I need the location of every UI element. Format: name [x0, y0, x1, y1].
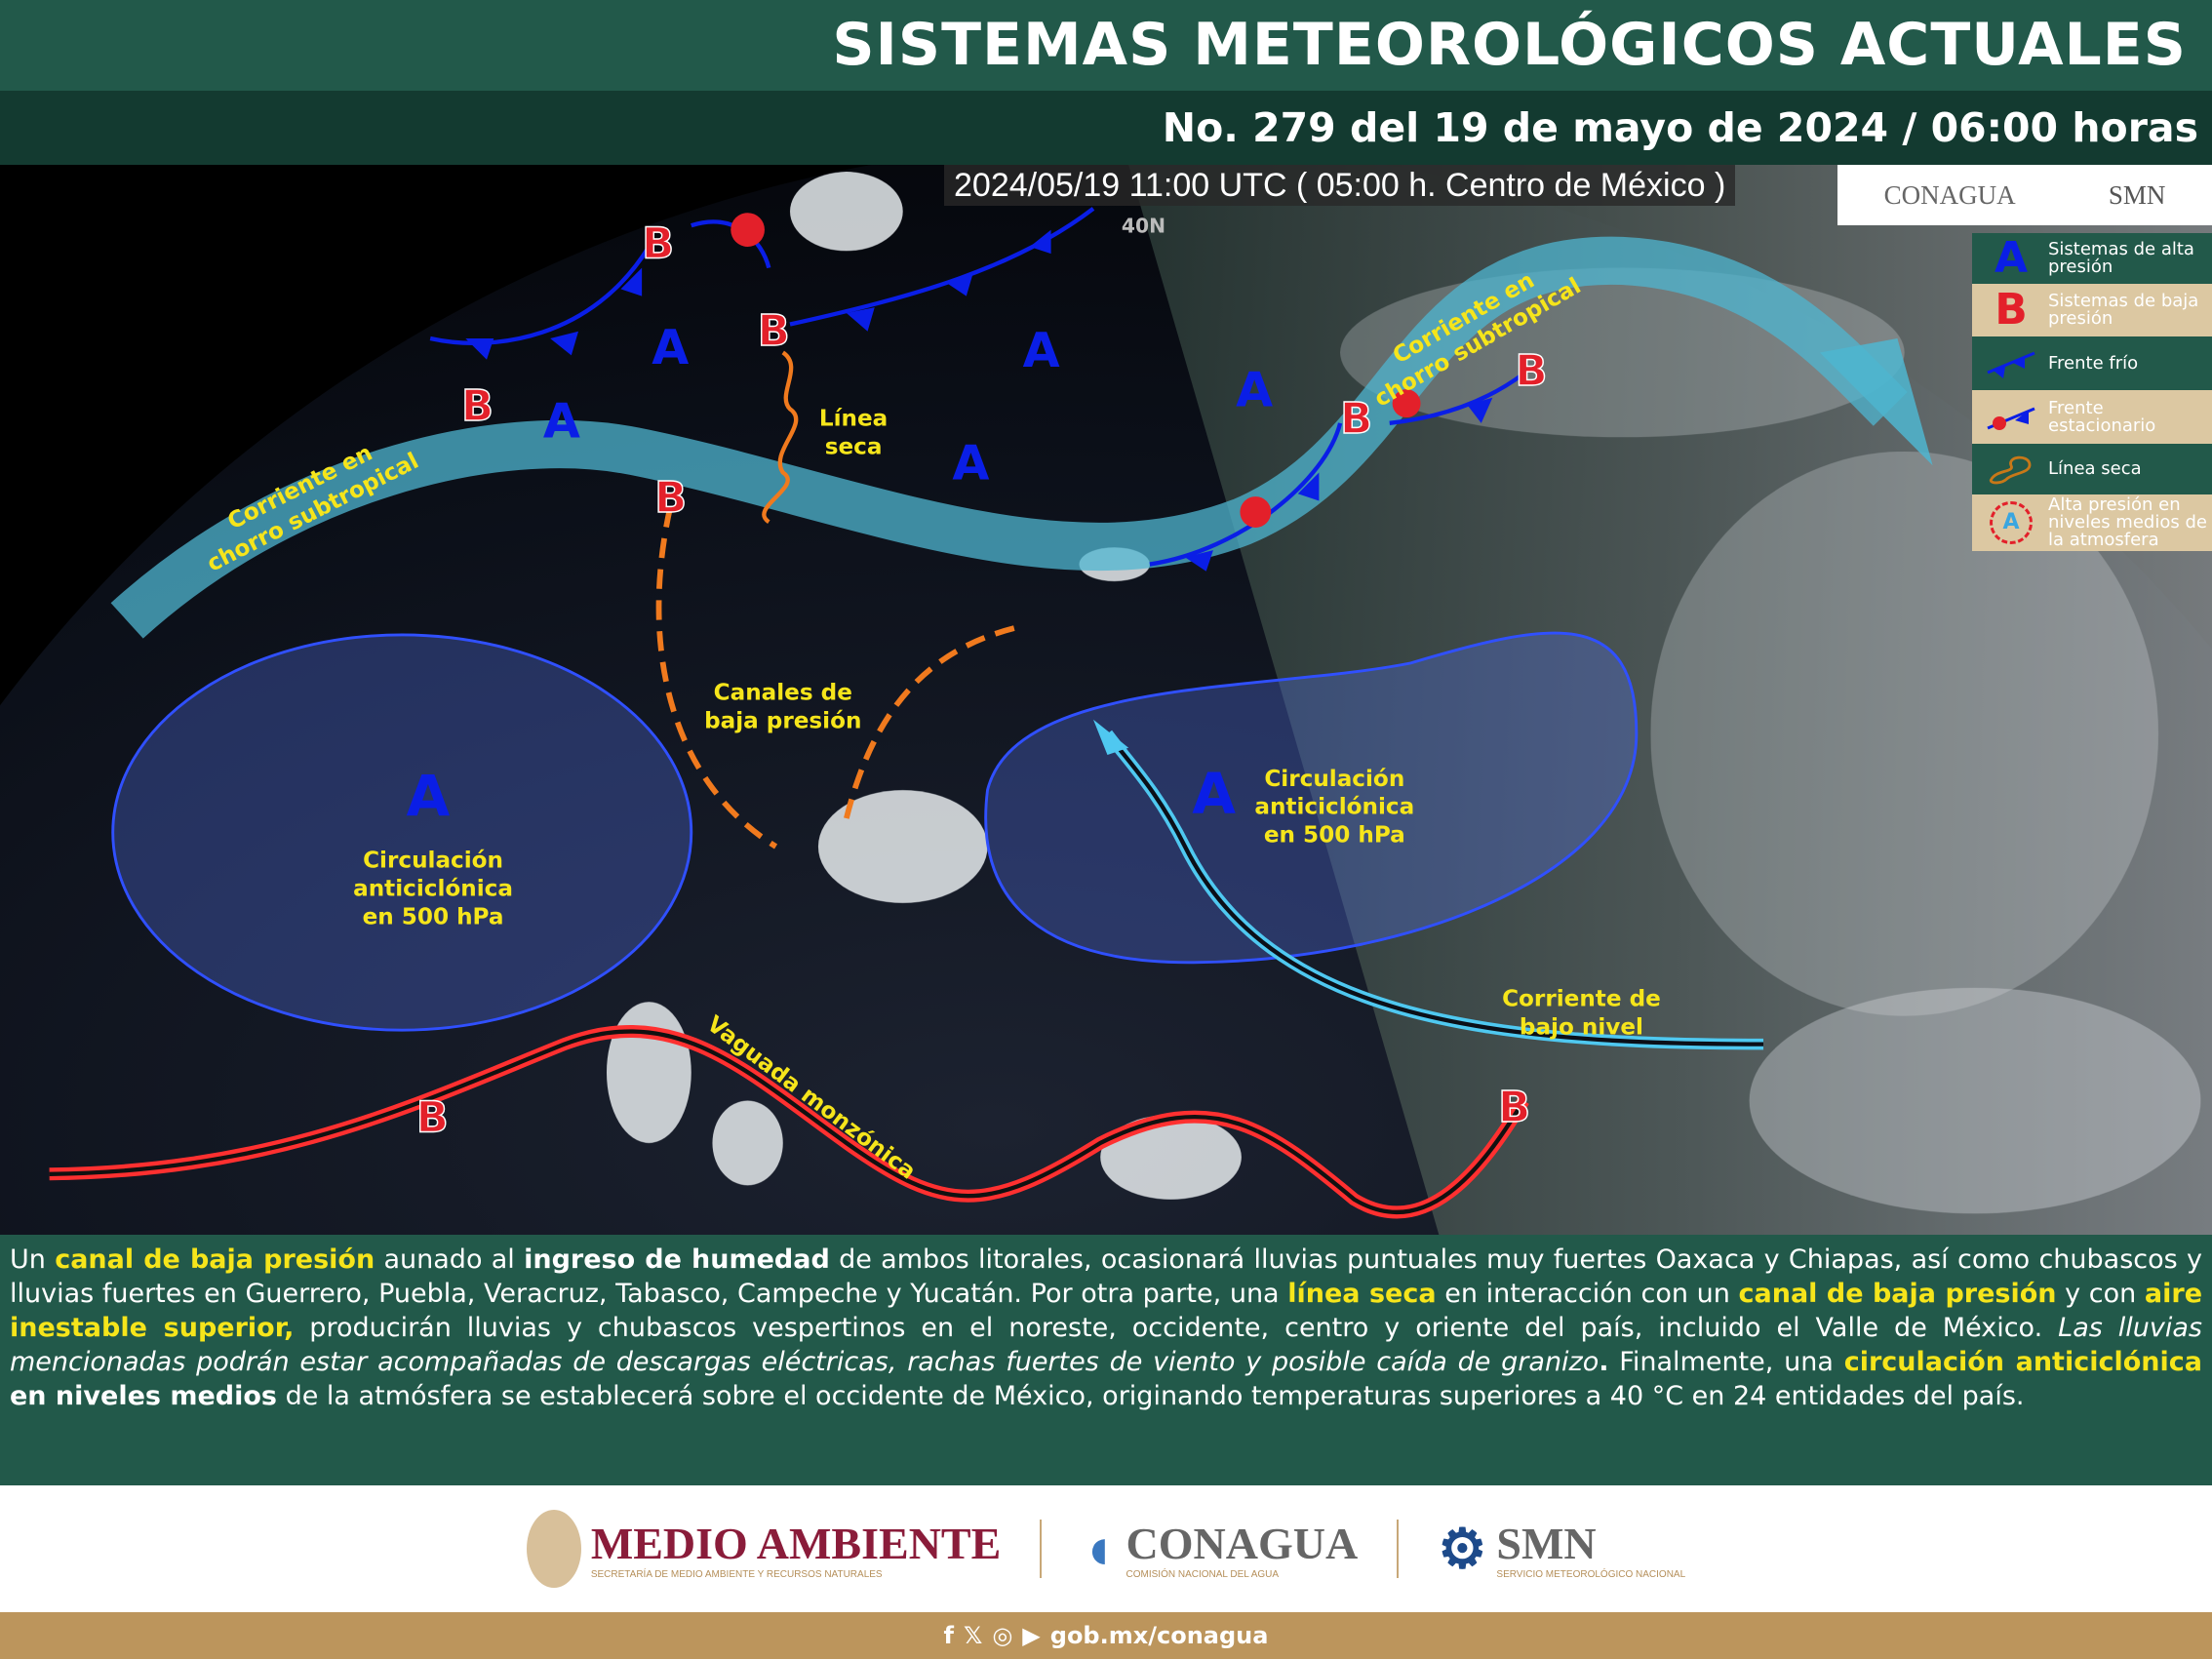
- observation-timestamp: 2024/05/19 11:00 UTC ( 05:00 h. Centro d…: [944, 165, 1736, 206]
- legend-label: Frente frío: [2048, 352, 2139, 374]
- daylight-region: [1128, 165, 2212, 1235]
- anticyclone-label: Circulación: [1264, 767, 1404, 792]
- dry-line: [762, 350, 799, 524]
- high-pressure-symbol: A: [952, 435, 989, 492]
- high-pressure-icon: A: [1994, 233, 2029, 283]
- x-icon[interactable]: 𝕏: [964, 1622, 983, 1649]
- legend-low-pressure: B Sistemas de baja presión: [1972, 284, 2212, 336]
- website-link[interactable]: gob.mx/conagua: [1049, 1622, 1269, 1649]
- highlight: canal de baja presión: [1738, 1279, 2057, 1309]
- header-logos: CONAGUA SMN: [1837, 165, 2212, 225]
- facebook-icon[interactable]: f: [943, 1622, 954, 1649]
- low-pressure-symbol: B: [1515, 347, 1547, 396]
- anticyclone-label: en 500 hPa: [1264, 823, 1405, 849]
- smn-gear-icon: ⚙: [1438, 1519, 1487, 1580]
- highlight: circulación anticiclónica: [1843, 1347, 2202, 1377]
- footer-logos: MEDIO AMBIENTE SECRETARÍA DE MEDIO AMBIEN…: [0, 1485, 2212, 1612]
- smn-logo: SMN: [2108, 179, 2166, 210]
- legend-label: Sistemas de alta presión: [2048, 239, 2194, 277]
- low-pressure-symbol: B: [758, 307, 790, 356]
- legend-stationary-front: Frente estacionario: [1972, 390, 2212, 444]
- medio-ambiente-logo: MEDIO AMBIENTE SECRETARÍA DE MEDIO AMBIEN…: [526, 1510, 1001, 1588]
- jet-arrow-head: [1819, 338, 1933, 466]
- low-pressure-symbol: B: [654, 474, 687, 523]
- trough-label: baja presión: [704, 708, 861, 733]
- dry-line-icon: [1989, 455, 2032, 485]
- trough-label: Canales de: [714, 680, 852, 705]
- anticyclone-west: [111, 633, 693, 1032]
- instagram-icon[interactable]: ◎: [992, 1622, 1013, 1649]
- legend-label: Línea seca: [2048, 458, 2142, 479]
- forecast-description: Un canal de baja presión aunado al ingre…: [0, 1235, 2212, 1485]
- low-level-jet-arrow: [1092, 719, 1129, 755]
- anticyclone-label: en 500 hPa: [363, 905, 504, 930]
- legend-label: Frente estacionario: [2048, 397, 2156, 436]
- low-pressure-symbol: B: [416, 1093, 449, 1142]
- low-pressure-symbol: B: [461, 382, 494, 431]
- weather-map: 40N A A A A A A A B B B B B B B B Corrie…: [0, 165, 2212, 1235]
- page-title: SISTEMAS METEOROLÓGICOS ACTUALES: [0, 0, 2212, 91]
- highlight: aire inestable superior,: [10, 1279, 2203, 1343]
- dry-line-label: seca: [825, 435, 883, 460]
- mid-level-high-icon: A: [1990, 501, 2033, 544]
- high-pressure-symbol: A: [652, 319, 689, 375]
- low-pressure-trough-2: [844, 624, 1017, 819]
- legend-dry-line: Línea seca: [1972, 444, 2212, 494]
- legend-label: Alta presión en niveles medios de la atm…: [2048, 494, 2207, 550]
- legend-mid-level-high: A Alta presión en niveles medios de la at…: [1972, 494, 2212, 551]
- low-pressure-symbol: B: [1498, 1084, 1530, 1132]
- high-pressure-symbol: A: [1192, 760, 1236, 826]
- anticyclone-label: Circulación: [363, 849, 503, 874]
- highlight: línea seca: [1287, 1279, 1437, 1309]
- stationary-front-icon: [1987, 407, 2035, 430]
- low-pressure-icon: B: [1995, 285, 2028, 335]
- social-bar: f 𝕏 ◎ ▶ gob.mx/conagua: [0, 1612, 2212, 1659]
- anticyclone-label: anticiclónica: [1254, 795, 1414, 820]
- high-pressure-symbol: A: [407, 763, 451, 829]
- cold-front-icon: [1987, 351, 2035, 378]
- smn-footer-logo: ⚙ SMN SERVICIO METEOROLÓGICO NACIONAL: [1438, 1519, 1686, 1580]
- map-legend: A Sistemas de alta presión B Sistemas de b…: [1972, 233, 2212, 551]
- low-pressure-symbol: B: [642, 220, 674, 269]
- bulletin-subtitle: No. 279 del 19 de mayo de 2024 / 06:00 h…: [0, 91, 2212, 165]
- high-pressure-symbol: A: [543, 392, 580, 449]
- anticyclone-east: [984, 631, 1639, 965]
- highlight: canal de baja presión: [55, 1244, 375, 1275]
- conagua-footer-logo: ◖ CONAGUA COMISIÓN NACIONAL DEL AGUA: [1081, 1516, 1359, 1581]
- low-pressure-symbol: B: [1340, 395, 1372, 444]
- dry-line-label: Línea: [819, 407, 888, 432]
- anticyclone-label: anticiclónica: [353, 877, 513, 902]
- conagua-logo: CONAGUA: [1883, 179, 2016, 210]
- legend-label: Sistemas de baja presión: [2048, 291, 2199, 329]
- legend-cold-front: Frente frío: [1972, 336, 2212, 390]
- high-pressure-symbol: A: [1236, 361, 1273, 417]
- latitude-label: 40N: [1122, 214, 1165, 237]
- low-level-jet-label: bajo nivel: [1520, 1014, 1643, 1040]
- low-level-jet-label: Corriente de: [1502, 987, 1661, 1012]
- high-pressure-symbol: A: [1023, 322, 1060, 378]
- seal-icon: [526, 1510, 581, 1588]
- legend-high-pressure: A Sistemas de alta presión: [1972, 233, 2212, 284]
- low-pressure-trough-1: [655, 507, 778, 849]
- youtube-icon[interactable]: ▶: [1022, 1622, 1041, 1649]
- subtropical-jet-stream: [110, 236, 1908, 639]
- water-drop-icon: ◖: [1081, 1516, 1117, 1581]
